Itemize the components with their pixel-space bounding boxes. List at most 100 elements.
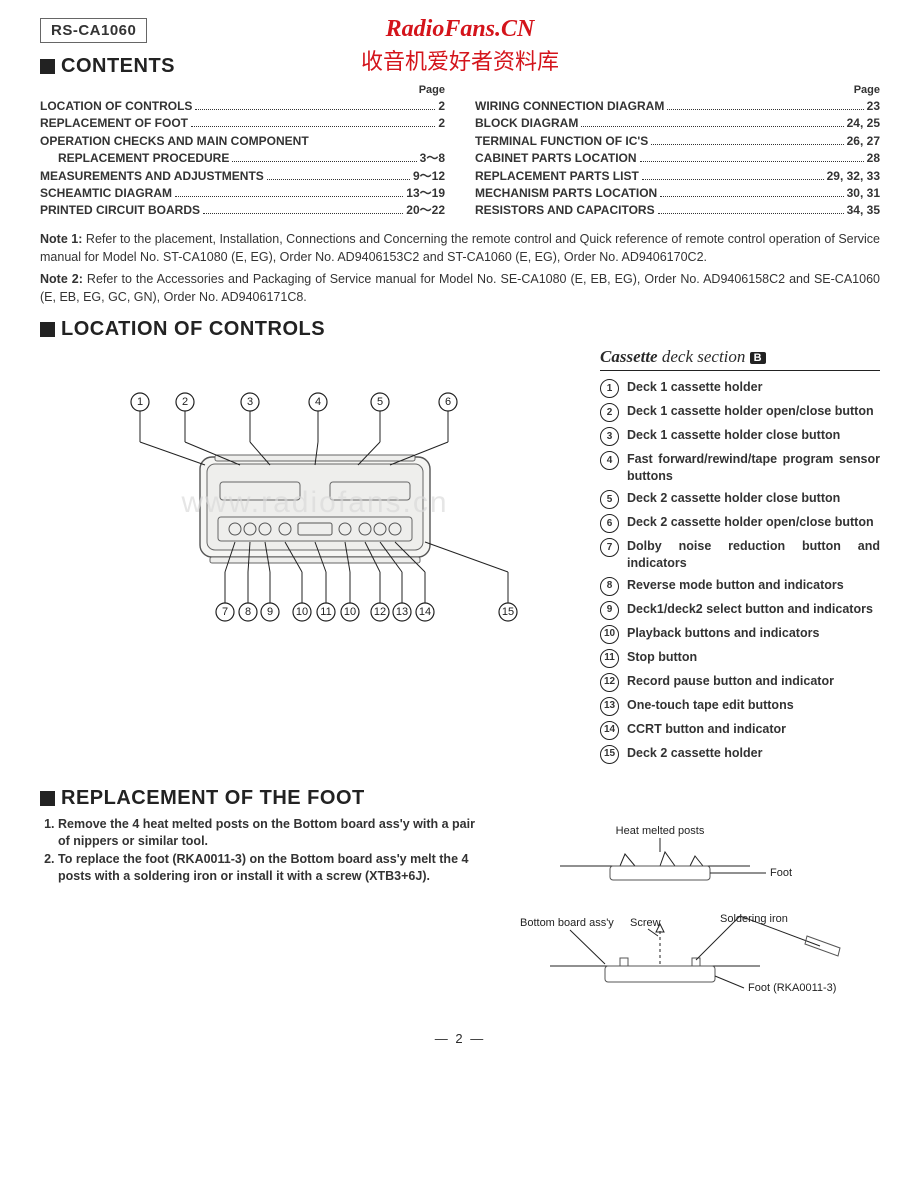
legend-text: Fast forward/rewind/tape program sensor … — [627, 451, 880, 485]
circled-number-icon: 3 — [600, 427, 619, 446]
toc-page: 24, 25 — [847, 115, 880, 132]
legend-text: Reverse mode button and indicators — [627, 577, 880, 596]
circled-number-icon: 11 — [600, 649, 619, 668]
controls-legend: Cassette deck section B 1Deck 1 cassette… — [600, 347, 880, 769]
legend-text: Deck 2 cassette holder — [627, 745, 880, 764]
callout-number: 6 — [445, 396, 451, 408]
toc-leader — [667, 109, 863, 110]
callout-number: 1 — [137, 396, 143, 408]
toc-row: RESISTORS AND CAPACITORS 34, 35 — [475, 202, 880, 219]
toc-leader — [232, 161, 416, 162]
legend-item: 13One-touch tape edit buttons — [600, 697, 880, 716]
circled-number-icon: 6 — [600, 514, 619, 533]
toc-leader — [651, 144, 843, 145]
label-foot2: Foot (RKA0011-3) — [748, 982, 836, 994]
toc-label: RESISTORS AND CAPACITORS — [475, 202, 655, 219]
toc-row: REPLACEMENT PROCEDURE3～8 — [40, 150, 445, 167]
toc-page: 2 — [438, 115, 445, 132]
callout-number: 15 — [502, 606, 514, 618]
toc-page-header: Page — [475, 84, 880, 96]
square-bullet-icon — [40, 59, 55, 74]
circled-number-icon: 10 — [600, 625, 619, 644]
toc-leader — [640, 161, 864, 162]
lower-foot — [605, 966, 715, 982]
note1-text: Refer to the placement, Installation, Co… — [40, 232, 880, 264]
legend-item: 9Deck1/deck2 select button and indicator… — [600, 601, 880, 620]
toc-page: 13～19 — [406, 185, 445, 202]
callout-number: 11 — [320, 606, 331, 618]
toc-label: WIRING CONNECTION DIAGRAM — [475, 98, 664, 115]
foot-wrap: Remove the 4 heat melted posts on the Bo… — [40, 816, 880, 1011]
toc-label: REPLACEMENT OF FOOT — [40, 115, 188, 132]
toc-row: MEASUREMENTS AND ADJUSTMENTS9～12 — [40, 168, 445, 185]
toc-page: 34, 35 — [847, 202, 880, 219]
note2-text: Refer to the Accessories and Packaging o… — [40, 272, 880, 304]
toc-label: REPLACEMENT PARTS LIST — [475, 168, 639, 185]
cassette-deck-svg: www.radiofans.cn 123456 — [40, 347, 580, 647]
toc-row: BLOCK DIAGRAM24, 25 — [475, 115, 880, 132]
toc-leader — [175, 196, 403, 197]
foot-figure: Heat melted posts Foot Bottom board as — [510, 816, 880, 1011]
square-bullet-icon — [40, 791, 55, 806]
legend-text: Deck 1 cassette holder open/close button — [627, 403, 880, 422]
legend-text: Deck 1 cassette holder close button — [627, 427, 880, 446]
toc-leader — [658, 213, 844, 214]
callout-number: 10 — [296, 606, 308, 618]
model-number: RS-CA1060 — [40, 18, 147, 43]
callout-number: 14 — [419, 606, 431, 618]
toc: Page LOCATION OF CONTROLS2REPLACEMENT OF… — [40, 84, 880, 220]
label-heat-posts: Heat melted posts — [616, 825, 705, 837]
toc-row: CABINET PARTS LOCATION28 — [475, 150, 880, 167]
legend-text: Dolby noise reduction button and indicat… — [627, 538, 880, 572]
legend-item: 7Dolby noise reduction button and indica… — [600, 538, 880, 572]
legend-text: Playback buttons and indicators — [627, 625, 880, 644]
callout — [425, 542, 508, 603]
figure-watermark: www.radiofans.cn — [180, 486, 448, 519]
toc-label: LOCATION OF CONTROLS — [40, 98, 192, 115]
replacement-heading: REPLACEMENT OF THE FOOT — [40, 787, 880, 810]
foot-svg: Heat melted posts Foot Bottom board as — [510, 816, 850, 1006]
toc-page: 23 — [867, 98, 880, 115]
toc-row: WIRING CONNECTION DIAGRAM 23 — [475, 98, 880, 115]
toc-label: REPLACEMENT PROCEDURE — [58, 150, 229, 167]
legend-item: 14CCRT button and indicator — [600, 721, 880, 740]
toc-leader — [642, 179, 824, 180]
toc-page: 26, 27 — [847, 133, 880, 150]
circled-number-icon: 12 — [600, 673, 619, 692]
soldering-iron-icon — [805, 936, 840, 956]
circled-number-icon: 4 — [600, 451, 619, 470]
callout-number: 7 — [222, 606, 228, 618]
toc-leader — [191, 126, 435, 127]
label-bottom-board: Bottom board ass'y — [520, 917, 614, 929]
toc-label: PRINTED CIRCUIT BOARDS — [40, 202, 200, 219]
toc-leader — [660, 196, 843, 197]
toc-row: OPERATION CHECKS AND MAIN COMPONENT — [40, 133, 445, 150]
callout-number: 12 — [374, 606, 386, 618]
foot-step: To replace the foot (RKA0011-3) on the B… — [58, 851, 490, 886]
toc-label: MECHANISM PARTS LOCATION — [475, 185, 657, 202]
callout — [140, 411, 205, 465]
callout-number: 8 — [245, 606, 251, 618]
circled-number-icon: 1 — [600, 379, 619, 398]
location-wrap: www.radiofans.cn 123456 — [40, 347, 880, 769]
deck-base — [210, 557, 420, 563]
legend-text: One-touch tape edit buttons — [627, 697, 880, 716]
circled-number-icon: 15 — [600, 745, 619, 764]
page: RS-CA1060 RadioFans.CN 收音机爱好者资料库 CONTENT… — [0, 0, 920, 1056]
label-soldering-iron: Soldering iron — [720, 913, 788, 925]
legend-badge: B — [750, 352, 766, 364]
toc-left: Page LOCATION OF CONTROLS2REPLACEMENT OF… — [40, 84, 445, 220]
replacement-title: REPLACEMENT OF THE FOOT — [61, 787, 365, 810]
legend-item: 6Deck 2 cassette holder open/close butto… — [600, 514, 880, 533]
legend-item: 3 Deck 1 cassette holder close button — [600, 427, 880, 446]
legend-item: 4 Fast forward/rewind/tape program sensor… — [600, 451, 880, 485]
toc-page: 29, 32, 33 — [827, 168, 880, 185]
legend-text: CCRT button and indicator — [627, 721, 880, 740]
circled-number-icon: 2 — [600, 403, 619, 422]
circled-number-icon: 9 — [600, 601, 619, 620]
toc-row: REPLACEMENT OF FOOT 2 — [40, 115, 445, 132]
legend-title-strong: Cassette — [600, 347, 658, 366]
toc-row: LOCATION OF CONTROLS2 — [40, 98, 445, 115]
callout-number: 4 — [315, 396, 321, 408]
notes: Note 1: Refer to the placement, Installa… — [40, 230, 880, 307]
